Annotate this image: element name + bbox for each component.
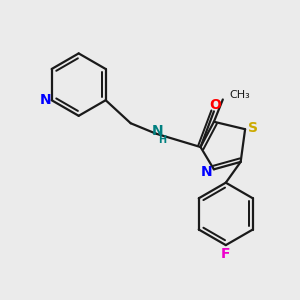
- Text: S: S: [248, 121, 258, 135]
- Text: CH₃: CH₃: [230, 90, 250, 100]
- Text: N: N: [201, 165, 212, 179]
- Text: F: F: [221, 247, 230, 261]
- Text: O: O: [209, 98, 221, 112]
- Text: N: N: [152, 124, 163, 138]
- Text: N: N: [39, 93, 51, 107]
- Text: H: H: [158, 135, 166, 145]
